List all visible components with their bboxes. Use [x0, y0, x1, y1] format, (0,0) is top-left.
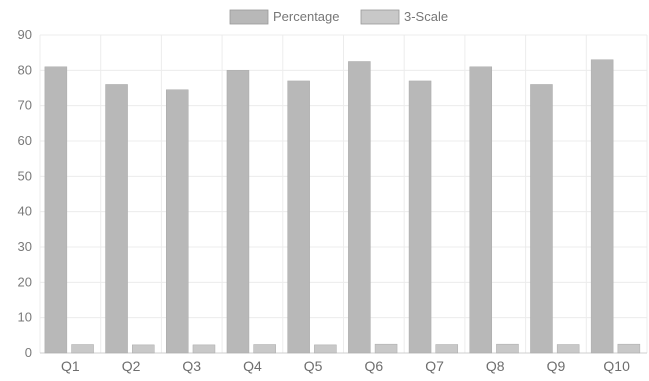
legend-label-percentage: Percentage [273, 9, 340, 24]
bar-3-scale-q9 [556, 344, 580, 354]
x-tick-label: Q7 [425, 358, 444, 374]
bar-3-scale-q1 [71, 344, 94, 354]
x-tick-label: Q9 [547, 358, 566, 374]
x-tick-label: Q6 [365, 358, 384, 374]
x-tick-label: Q5 [304, 358, 323, 374]
y-tick-label: 30 [18, 239, 32, 254]
y-tick-label: 0 [25, 345, 32, 360]
bar-3-scale-q2 [132, 344, 155, 354]
x-tick-label: Q3 [182, 358, 201, 374]
bar-3-scale-q10 [617, 343, 641, 354]
bar-percentage-q7 [408, 80, 432, 354]
x-tick-label: Q2 [122, 358, 141, 374]
legend-label-3-scale: 3-Scale [404, 9, 448, 24]
bar-percentage-q9 [530, 84, 553, 354]
bar-3-scale-q7 [435, 344, 459, 354]
bar-percentage-q10 [590, 59, 614, 354]
y-tick-label: 10 [18, 310, 32, 325]
bar-percentage-q5 [287, 80, 310, 354]
x-tick-label: Q8 [486, 358, 505, 374]
bar-percentage-q8 [469, 66, 493, 354]
bar-3-scale-q4 [253, 344, 276, 354]
axes: 0 10 20 30 40 50 60 70 80 90 Q1 Q2 Q3 Q4 Q5 Q6 Q7 Q8 Q9 Q10 [18, 27, 647, 374]
bar-percentage-q4 [226, 70, 250, 354]
x-tick-label: Q10 [603, 358, 630, 374]
bar-percentage-q6 [348, 61, 371, 354]
bars [44, 59, 641, 354]
bar-percentage-q1 [44, 66, 68, 354]
bar-percentage-q2 [105, 84, 128, 354]
bar-3-scale-q6 [374, 343, 398, 354]
y-tick-label: 20 [18, 274, 32, 289]
bar-percentage-q3 [166, 89, 189, 354]
legend-swatch-percentage [229, 9, 269, 25]
bar-3-scale-q8 [496, 343, 519, 354]
y-tick-label: 70 [18, 98, 32, 113]
x-tick-label: Q1 [61, 358, 80, 374]
bar-3-scale-q5 [314, 344, 337, 354]
y-tick-label: 60 [18, 133, 32, 148]
legend-swatch-3-scale [360, 9, 400, 25]
bar-3-scale-q3 [192, 344, 216, 354]
y-tick-label: 40 [18, 204, 32, 219]
legend: Percentage 3-Scale [229, 9, 448, 25]
y-tick-label: 80 [18, 62, 32, 77]
y-tick-label: 50 [18, 168, 32, 183]
y-tick-label: 90 [18, 27, 32, 42]
gridlines [39, 34, 648, 354]
x-tick-label: Q4 [243, 358, 262, 374]
